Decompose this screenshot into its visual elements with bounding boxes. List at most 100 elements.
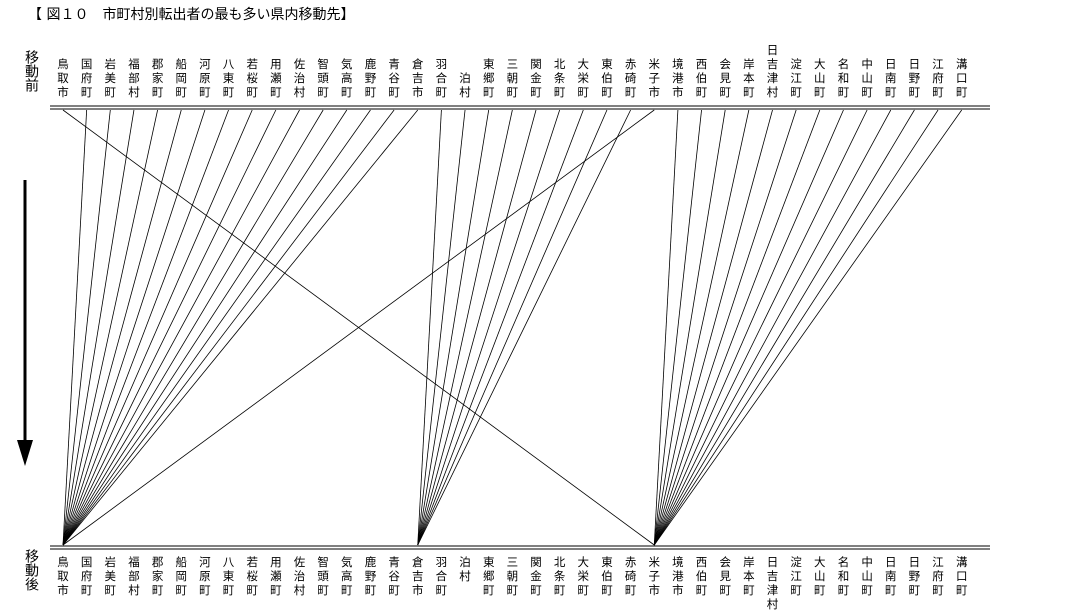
municipality-label: 羽合町 <box>436 57 448 99</box>
move-line <box>62 109 419 546</box>
move-line <box>417 109 561 546</box>
municipality-label: 八東町 <box>223 57 235 99</box>
move-line <box>62 109 395 546</box>
move-line <box>653 109 963 546</box>
move-line <box>417 109 537 546</box>
municipality-label: 大栄町 <box>578 555 590 597</box>
move-line <box>653 109 797 546</box>
down-arrow-icon <box>17 180 33 466</box>
municipality-label: 江府町 <box>932 555 944 597</box>
municipality-label: 国府町 <box>81 57 93 99</box>
municipality-label: 鹿野町 <box>365 555 377 597</box>
move-lines <box>62 109 963 546</box>
municipality-label: 北条町 <box>554 555 566 597</box>
move-line <box>62 109 182 546</box>
municipality-label: 日南町 <box>885 555 897 597</box>
municipality-label: 河原町 <box>199 57 211 99</box>
move-line <box>62 109 348 546</box>
municipality-label: 西伯町 <box>696 57 708 99</box>
municipality-label: 東郷町 <box>483 555 495 597</box>
top-bar <box>50 105 990 110</box>
move-line <box>62 109 158 546</box>
move-line <box>653 109 868 546</box>
municipality-label: 倉吉市 <box>412 555 424 597</box>
municipality-label: 気高町 <box>341 555 353 597</box>
axis-before-label: 移動前 <box>23 50 39 92</box>
move-line <box>62 109 88 546</box>
bottom-bar <box>50 545 990 550</box>
municipality-label: 境港市 <box>672 555 684 597</box>
municipality-label: 泊村 <box>459 71 471 99</box>
municipality-label: 国府町 <box>81 555 93 597</box>
municipality-label: 倉吉市 <box>412 57 424 99</box>
municipality-label: 日南町 <box>885 57 897 99</box>
move-line <box>417 109 631 546</box>
municipality-label: 大栄町 <box>578 57 590 99</box>
municipality-label: 船岡町 <box>176 555 188 597</box>
municipality-label: 関金町 <box>530 555 542 597</box>
municipality-label: 名和町 <box>838 555 850 597</box>
move-line <box>62 109 111 546</box>
move-line <box>653 109 892 546</box>
municipality-label: 岩美町 <box>105 555 117 597</box>
municipality-label: 淀江町 <box>790 555 802 597</box>
move-line <box>653 109 915 546</box>
municipality-label: 会見町 <box>719 555 731 597</box>
municipality-label: 用瀬町 <box>270 57 282 99</box>
move-line <box>62 109 135 546</box>
move-line <box>62 109 300 546</box>
move-line <box>653 109 821 546</box>
municipality-label: 大山町 <box>814 57 826 99</box>
municipality-label: 智頭町 <box>317 57 329 99</box>
municipality-label: 西伯町 <box>696 555 708 597</box>
municipality-label: 赤碕町 <box>625 555 637 597</box>
municipality-label: 気高町 <box>341 57 353 99</box>
municipality-label: 若桜町 <box>246 57 258 99</box>
municipality-label: 郡家町 <box>152 57 164 99</box>
move-line <box>417 109 442 546</box>
municipality-label: 岩美町 <box>105 57 117 99</box>
municipality-label: 江府町 <box>932 57 944 99</box>
municipality-label: 三朝町 <box>507 555 519 597</box>
move-line <box>653 109 773 546</box>
move-line <box>62 109 371 546</box>
move-line <box>653 109 726 546</box>
bottom-labels: 鳥取市国府町岩美町福部村郡家町船岡町河原町八東町若桜町用瀬町佐治村智頭町気高町鹿… <box>57 555 968 611</box>
municipality-label: 北条町 <box>554 57 566 99</box>
municipality-label: 東伯町 <box>601 57 613 99</box>
municipality-label: 鳥取市 <box>57 555 69 597</box>
municipality-label: 岸本町 <box>743 555 755 597</box>
move-line <box>62 109 655 546</box>
municipality-label: 米子市 <box>649 57 661 99</box>
municipality-label: 会見町 <box>719 57 731 99</box>
municipality-label: 溝口町 <box>956 57 968 99</box>
municipality-label: 中山町 <box>861 555 873 597</box>
municipality-label: 溝口町 <box>956 555 968 597</box>
municipality-label: 若桜町 <box>246 555 258 597</box>
municipality-label: 佐治村 <box>294 57 306 99</box>
axis-after-label: 移動後 <box>23 549 39 591</box>
move-line <box>653 109 939 546</box>
municipality-label: 用瀬町 <box>270 555 282 597</box>
municipality-label: 船岡町 <box>176 57 188 99</box>
move-line <box>653 109 750 546</box>
municipality-label: 青谷町 <box>388 555 400 597</box>
municipality-label: 鳥取市 <box>57 57 69 99</box>
move-line <box>417 109 490 546</box>
municipality-label: 日吉津村 <box>767 555 779 611</box>
figure-title: 【 図１０ 市町村別転出者の最も多い県内移動先】 <box>28 7 355 23</box>
move-line <box>62 109 324 546</box>
municipality-label: 東伯町 <box>601 555 613 597</box>
move-line <box>417 109 513 546</box>
municipality-label: 境港市 <box>672 57 684 99</box>
move-line <box>653 109 702 546</box>
municipality-label: 日野町 <box>909 57 921 99</box>
municipality-label: 名和町 <box>838 57 850 99</box>
municipality-label: 米子市 <box>649 555 661 597</box>
municipality-label: 岸本町 <box>743 57 755 99</box>
move-line <box>417 109 584 546</box>
municipality-label: 日野町 <box>909 555 921 597</box>
move-line <box>653 109 679 546</box>
municipality-label: 郡家町 <box>152 555 164 597</box>
municipality-label: 中山町 <box>861 57 873 99</box>
